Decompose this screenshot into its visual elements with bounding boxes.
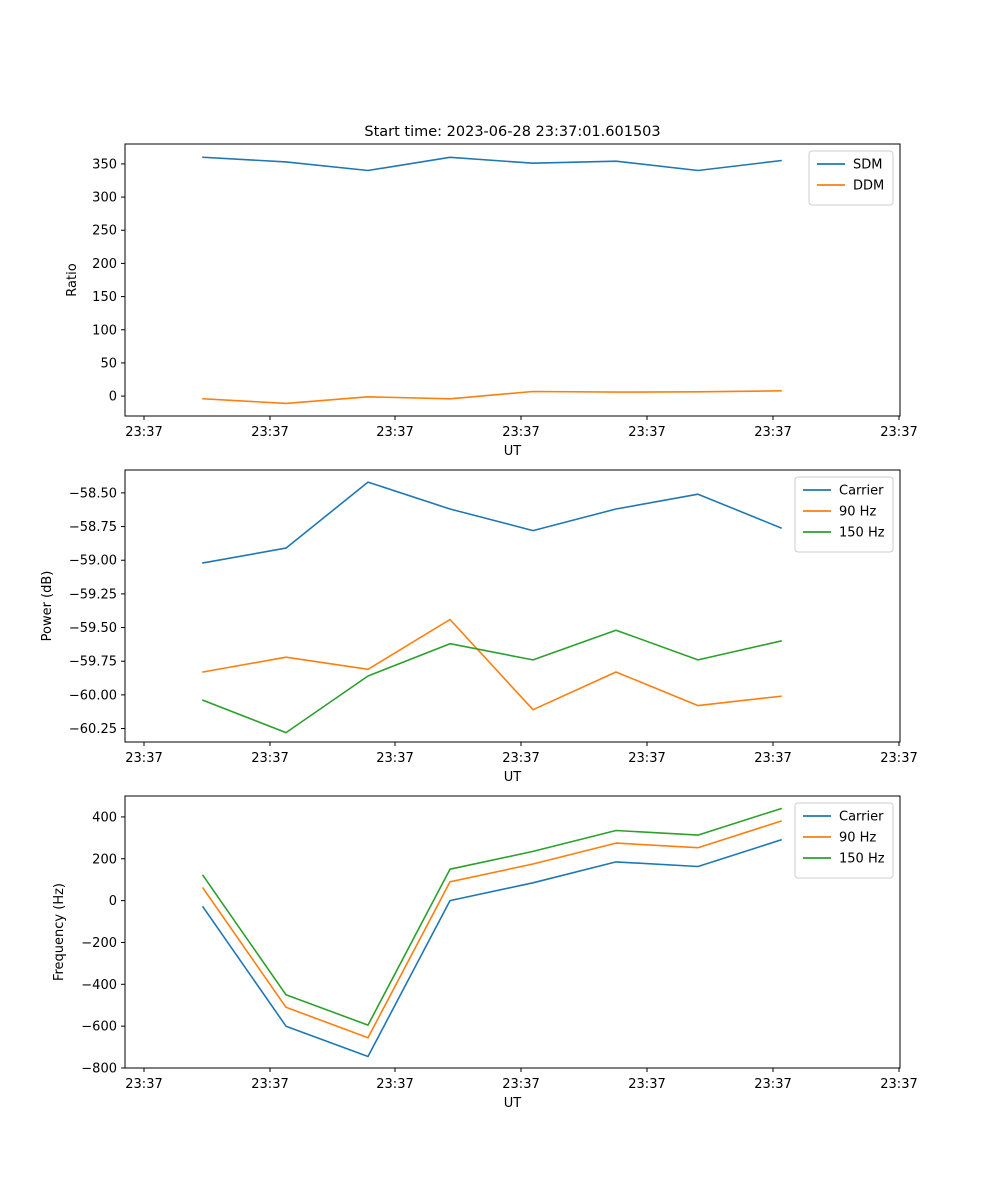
x-axis-label: UT (504, 1096, 522, 1111)
y-tick-label: 400 (92, 810, 117, 825)
y-axis-label: Ratio (65, 263, 80, 296)
x-tick-label: 23:37 (880, 425, 917, 440)
x-axis-label: UT (504, 770, 522, 785)
y-tick-label: −400 (81, 978, 117, 993)
x-tick-label: 23:37 (628, 425, 665, 440)
chart-title: Start time: 2023-06-28 23:37:01.601503 (364, 124, 660, 140)
series-line-carrier (201, 838, 783, 1058)
axes-frame (124, 795, 901, 1069)
legend: Carrier 90 Hz 150 Hz (794, 476, 894, 553)
y-tick-label: −59.25 (69, 587, 117, 602)
legend: SDM DDM (808, 150, 894, 206)
series-line-150-hz (201, 807, 783, 1026)
y-tick-label: −60.00 (69, 688, 117, 703)
x-tick-label: 23:37 (502, 751, 539, 766)
series-line-150-hz (201, 629, 782, 734)
y-tick-label: 0 (109, 894, 117, 909)
legend-label: Carrier (839, 484, 884, 499)
legend-label: 150 Hz (839, 852, 885, 867)
x-tick-label: 23:37 (754, 1077, 791, 1092)
y-axis-label: Frequency (Hz) (52, 883, 67, 981)
x-tick-label: 23:37 (251, 1077, 288, 1092)
legend-label: SDM (853, 158, 882, 173)
y-tick-label: −58.50 (69, 486, 117, 501)
legend-label: 90 Hz (839, 505, 876, 520)
y-tick-label: 200 (92, 852, 117, 867)
x-tick-label: 23:37 (880, 1077, 917, 1092)
series-line-carrier (202, 481, 783, 564)
y-tick-label: −800 (81, 1062, 117, 1077)
x-tick-label: 23:37 (376, 1077, 413, 1092)
legend-label: DDM (853, 179, 884, 194)
y-tick-label: −200 (81, 936, 117, 951)
y-tick-label: 200 (92, 257, 117, 272)
legend-label: Carrier (839, 810, 884, 825)
x-tick-label: 23:37 (754, 425, 791, 440)
x-tick-label: 23:37 (376, 751, 413, 766)
legend-label: 150 Hz (839, 526, 885, 541)
y-tick-label: −59.50 (69, 621, 117, 636)
y-tick-label: −59.75 (69, 655, 117, 670)
x-tick-label: 23:37 (502, 425, 539, 440)
axes-frame (124, 143, 901, 417)
series-line-90-hz (202, 618, 782, 711)
y-tick-label: 50 (100, 356, 117, 371)
x-tick-label: 23:37 (880, 751, 917, 766)
y-tick-label: −600 (81, 1020, 117, 1035)
subplot-frequency: 23:37 23:37 23:37 23:37 23:37 23:37 23:37 UT 400… (52, 795, 918, 1111)
x-tick-label: 23:37 (251, 751, 288, 766)
y-tick-label: 300 (92, 191, 117, 206)
y-tick-label: 250 (92, 224, 117, 239)
x-tick-label: 23:37 (376, 425, 413, 440)
x-tick-label: 23:37 (125, 1077, 162, 1092)
y-tick-label: 350 (92, 157, 117, 172)
x-tick-label: 23:37 (628, 1077, 665, 1092)
x-tick-label: 23:37 (754, 751, 791, 766)
y-tick-label: −60.25 (69, 722, 117, 737)
x-tick-label: 23:37 (251, 425, 288, 440)
legend-label: 90 Hz (839, 831, 876, 846)
x-tick-label: 23:37 (125, 751, 162, 766)
y-tick-label: 100 (92, 323, 117, 338)
x-tick-label: 23:37 (628, 751, 665, 766)
y-axis-label: Power (dB) (40, 571, 55, 642)
series-line-sdm (202, 156, 782, 172)
legend: Carrier 90 Hz 150 Hz (794, 802, 894, 879)
subplot-ratio: Start time: 2023-06-28 23:37:01.601503 23… (65, 124, 918, 459)
subplot-power: 23:37 23:37 23:37 23:37 23:37 23:37 23:37 UT −58… (40, 469, 918, 785)
y-tick-label: −59.00 (69, 554, 117, 569)
y-tick-label: −58.75 (69, 520, 117, 535)
series-line-ddm (202, 389, 782, 405)
x-axis-label: UT (504, 444, 522, 459)
y-tick-label: 0 (109, 390, 117, 405)
y-tick-label: 150 (92, 290, 117, 305)
x-tick-label: 23:37 (502, 1077, 539, 1092)
x-tick-label: 23:37 (125, 425, 162, 440)
axes-frame (124, 469, 901, 743)
series-line-90-hz (201, 820, 783, 1039)
